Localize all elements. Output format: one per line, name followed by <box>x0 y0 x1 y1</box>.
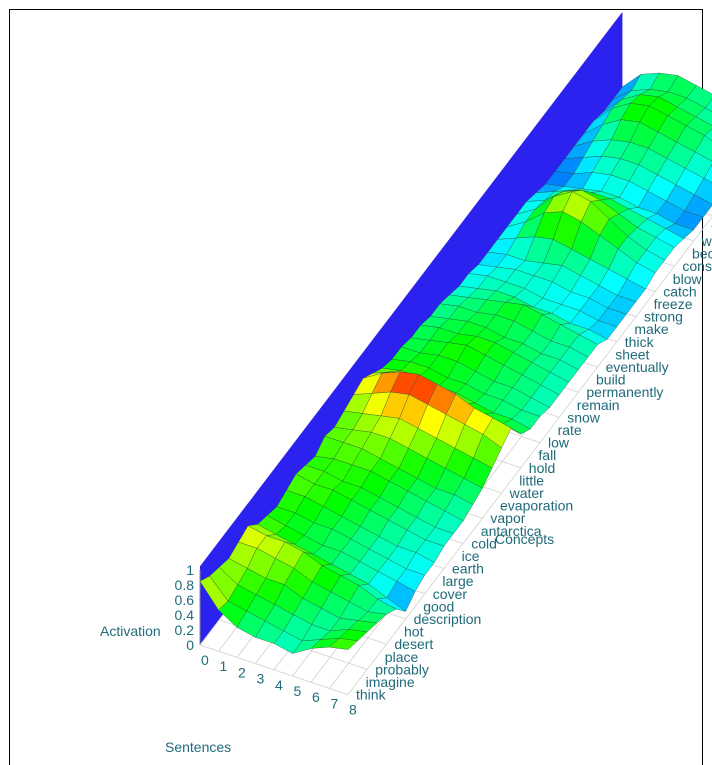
concept-tick-label: constantly <box>682 258 712 274</box>
concept-tick-label: thick <box>625 334 655 350</box>
surface-cell <box>328 638 359 650</box>
surface <box>199 72 712 654</box>
concept-tick-label: desert <box>394 636 433 652</box>
sentence-tick-label: 2 <box>238 664 246 680</box>
concept-tick-label: cold <box>471 535 497 551</box>
concept-tick-label: hold <box>529 460 555 476</box>
concept-tick-label: snow <box>567 409 601 425</box>
activation-tick-label: 0.2 <box>175 622 195 638</box>
sentence-tick-label: 0 <box>201 652 209 668</box>
concept-tick-label: blow <box>673 271 703 287</box>
concept-tick-label: little <box>519 472 544 488</box>
activation-tick-label: 1 <box>186 562 194 578</box>
sentence-tick-label: 6 <box>312 689 320 705</box>
concept-tick-label: rate <box>558 422 582 438</box>
concept-tick-label: become <box>692 246 712 262</box>
concept-tick-label: hot <box>404 624 424 640</box>
concept-tick-label: large <box>442 573 473 589</box>
concept-tick-label: vapor <box>490 510 525 526</box>
activation-tick-label: 0.8 <box>175 577 195 593</box>
concept-tick-label: antarctica <box>481 523 542 539</box>
surface-cell <box>704 128 712 142</box>
concept-tick-label: make <box>634 321 668 337</box>
concept-tick-label: evaporation <box>500 498 573 514</box>
sentence-tick-label: 8 <box>349 702 357 718</box>
concept-tick-label: think <box>356 687 387 703</box>
activation-tick-label: 0 <box>186 637 194 653</box>
concept-tick-label: wind <box>701 233 712 249</box>
concept-tick-label: cover <box>433 586 468 602</box>
activation-tick-label: 0.4 <box>175 607 195 623</box>
sentence-tick-label: 4 <box>275 677 283 693</box>
concept-tick-label: freeze <box>654 296 693 312</box>
concept-tick-label: build <box>596 372 626 388</box>
concept-tick-label: good <box>423 598 454 614</box>
sentence-tick-label: 3 <box>257 671 265 687</box>
concept-tick-label: sheet <box>615 346 649 362</box>
concept-tick-label: description <box>414 611 482 627</box>
x-axis-title: Sentences <box>165 739 231 755</box>
sentence-tick-label: 1 <box>220 658 228 674</box>
concept-tick-label: remain <box>577 397 620 413</box>
concept-tick-label: water <box>509 485 545 501</box>
surface-cell <box>703 163 712 183</box>
floor-grid-line <box>199 644 349 695</box>
concept-tick-label: imagine <box>366 674 415 690</box>
concept-tick-label: earth <box>452 561 484 577</box>
concept-tick-label: place <box>385 649 419 665</box>
y-axis-title: Concepts <box>495 531 554 547</box>
concept-tick-label: catch <box>663 283 696 299</box>
tick-labels: thinkimagineprobablyplacedeserthotdescri… <box>175 220 712 718</box>
concept-tick-label: strong <box>644 309 683 325</box>
concept-tick-label: eventually <box>606 359 669 375</box>
sentence-tick-label: 5 <box>294 683 302 699</box>
concept-tick-label: permanently <box>586 384 663 400</box>
concept-tick-label: probably <box>375 661 429 677</box>
z-axis-title: Activation <box>100 623 161 639</box>
concept-tick-label: fall <box>538 447 556 463</box>
sentence-tick-label: 7 <box>331 695 339 711</box>
activation-tick-label: 0.6 <box>175 592 195 608</box>
concept-tick-label: low <box>548 435 570 451</box>
concept-tick-label: ice <box>462 548 480 564</box>
